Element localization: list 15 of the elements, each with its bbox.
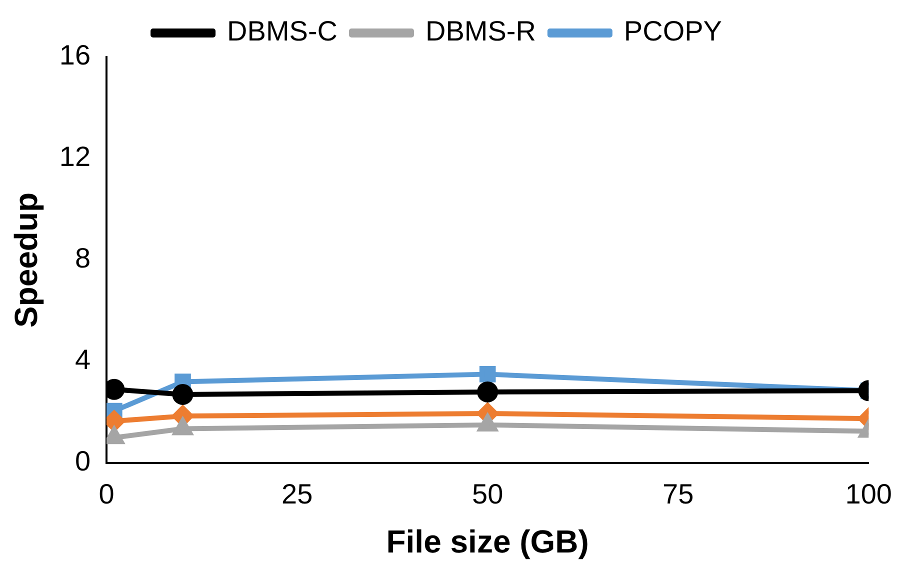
- x-tick-label: 0: [98, 478, 114, 510]
- x-tick-label: 25: [281, 478, 313, 510]
- x-tick-label: 100: [845, 478, 892, 510]
- y-tick-label: 16: [59, 40, 91, 71]
- y-axis-title: Speedup: [8, 192, 44, 328]
- legend-label: DBMS-R: [425, 16, 536, 47]
- x-axis-title: File size (GB): [386, 524, 589, 560]
- y-tick-label: 4: [74, 344, 91, 376]
- legend-label: DBMS-C: [227, 16, 338, 47]
- y-tick-label: 8: [74, 242, 91, 274]
- legend-label: PCOPY: [624, 16, 722, 47]
- y-tick-label: 0: [74, 446, 91, 477]
- x-tick-label: 50: [472, 478, 504, 510]
- x-tick-label: 75: [662, 478, 694, 510]
- y-tick-label: 12: [59, 141, 91, 172]
